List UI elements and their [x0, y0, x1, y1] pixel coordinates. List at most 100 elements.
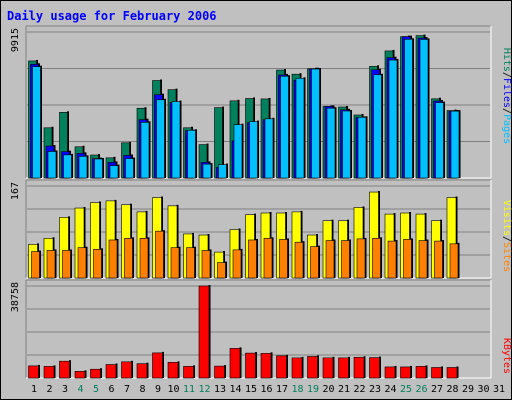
x-tick-label: 11	[183, 384, 195, 395]
legend-sep: /	[501, 236, 512, 242]
bar-kbytes-13	[214, 365, 226, 379]
bar-kbytes-16	[260, 352, 273, 379]
bar-kbytes-2	[43, 365, 56, 379]
bar-kbytes-18	[291, 356, 304, 379]
bar-kbytes-19	[307, 355, 319, 379]
legend-sites: Sites	[501, 242, 512, 272]
bar-pages-23	[373, 73, 383, 179]
bar-kbytes-21	[338, 356, 350, 379]
bar-sites-1	[31, 250, 41, 279]
bar-kbytes-15	[245, 352, 257, 379]
bar-pages-6	[109, 164, 120, 179]
bar-pages-19	[311, 68, 321, 179]
bar-sites-11	[186, 246, 196, 279]
x-tick-label: 1	[31, 384, 37, 395]
bar-sites-21	[341, 239, 351, 279]
legend-sep: /	[501, 72, 512, 78]
x-tick-label: 7	[124, 384, 130, 395]
legend-bottom: KBytes	[501, 338, 512, 374]
x-tick-label: 13	[214, 384, 226, 395]
x-tick-label: 28	[446, 384, 458, 395]
bar-sites-12	[201, 249, 212, 279]
y-max-label: 38758	[10, 282, 21, 312]
x-tick-label: 19	[307, 384, 319, 395]
bar-sites-13	[217, 261, 227, 279]
bar-sites-28	[449, 242, 460, 279]
bar-sites-17	[279, 238, 289, 279]
bar-sites-18	[294, 241, 305, 279]
x-tick-label: 10	[167, 384, 179, 395]
bar-sites-4	[77, 246, 88, 279]
x-tick-label: 16	[260, 384, 272, 395]
x-tick-label: 21	[338, 384, 350, 395]
y-max-label: 167	[10, 182, 21, 200]
x-tick-label: 9	[155, 384, 161, 395]
bar-kbytes-10	[167, 361, 180, 379]
bar-sites-27	[434, 240, 444, 279]
bar-pages-26	[419, 38, 430, 179]
legend-hits: Hits	[501, 48, 512, 72]
bar-kbytes-27	[431, 366, 443, 379]
bar-pages-1	[32, 65, 42, 179]
chart-title: Daily usage for February 2006	[7, 9, 217, 23]
bar-sites-24	[387, 240, 398, 279]
bar-sites-7	[124, 237, 134, 279]
bar-sites-2	[46, 249, 57, 279]
bar-pages-11	[187, 129, 197, 179]
x-tick-label: 5	[93, 384, 99, 395]
x-tick-label: 25	[400, 384, 412, 395]
bar-pages-16	[264, 117, 275, 179]
bar-kbytes-11	[183, 365, 195, 379]
bar-pages-8	[140, 121, 151, 179]
legend-middle: Visits/Sites	[501, 200, 512, 272]
bar-kbytes-12	[198, 284, 211, 379]
x-tick-label: 29	[462, 384, 474, 395]
bar-pages-17	[280, 75, 290, 179]
bar-kbytes-8	[136, 362, 149, 379]
panel-bottom	[26, 280, 491, 378]
x-tick-label: 6	[108, 384, 114, 395]
bar-sites-26	[418, 239, 429, 279]
y-max-label: 9915	[10, 28, 21, 52]
x-tick-label: 23	[369, 384, 381, 395]
bar-kbytes-14	[229, 347, 242, 379]
bar-kbytes-1	[28, 364, 40, 379]
bar-pages-13	[218, 163, 228, 179]
bar-sites-15	[248, 238, 258, 279]
bar-pages-2	[47, 150, 58, 179]
bar-kbytes-28	[446, 366, 459, 379]
x-tick-label: 4	[77, 384, 83, 395]
bar-pages-9	[156, 98, 166, 179]
bar-pages-7	[125, 157, 135, 179]
bar-sites-19	[310, 245, 320, 279]
bar-pages-27	[435, 101, 445, 179]
x-tick-label: 26	[415, 384, 427, 395]
bar-pages-12	[202, 163, 213, 179]
x-tick-label: 12	[198, 384, 210, 395]
bar-sites-22	[356, 237, 367, 279]
bar-sites-9	[155, 230, 165, 279]
bar-pages-5	[94, 158, 104, 179]
legend-visits: Visits	[501, 200, 512, 236]
bar-pages-15	[249, 120, 259, 179]
legend-kbytes: KBytes	[501, 338, 512, 374]
x-tick-label: 27	[431, 384, 443, 395]
bar-sites-8	[139, 237, 150, 279]
x-tick-label: 20	[322, 384, 334, 395]
x-tick-label: 8	[139, 384, 145, 395]
bar-kbytes-5	[90, 368, 102, 379]
x-tick-label: 22	[353, 384, 365, 395]
bar-kbytes-22	[353, 356, 366, 379]
bar-kbytes-20	[322, 356, 335, 379]
x-tick-label: 15	[245, 384, 257, 395]
legend-sep: /	[501, 108, 512, 114]
bar-pages-4	[78, 155, 89, 179]
x-tick-label: 3	[62, 384, 68, 395]
panel-middle	[26, 180, 491, 278]
bar-pages-14	[233, 123, 244, 179]
bar-sites-10	[170, 246, 181, 279]
bar-sites-14	[232, 248, 243, 279]
bar-pages-24	[388, 59, 399, 179]
x-tick-label: 14	[229, 384, 241, 395]
bar-sites-25	[403, 238, 413, 279]
